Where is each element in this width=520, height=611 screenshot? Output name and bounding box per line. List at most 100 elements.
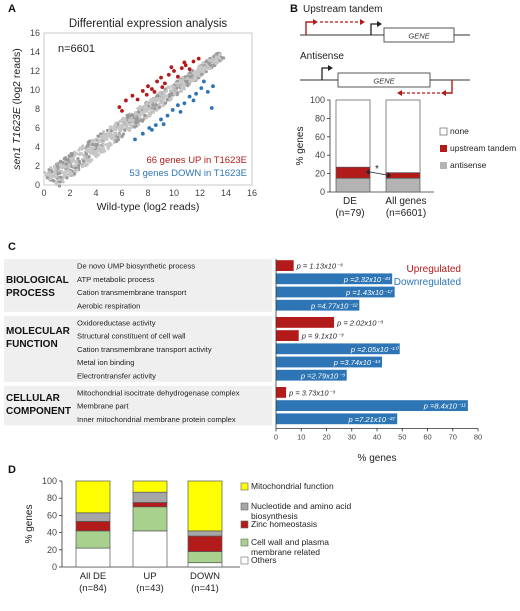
a-background-point (82, 153, 86, 157)
panel-a-letter: A (8, 3, 16, 15)
d-y-tick-label: 60 (47, 510, 57, 520)
c-term-label: Inner mitochondrial membrane protein com… (77, 415, 236, 424)
a-background-point (142, 107, 147, 111)
a-background-point (100, 150, 104, 154)
a-background-point (86, 147, 90, 151)
a-background-point (92, 145, 96, 149)
b-y-tick-label: 0 (320, 187, 325, 197)
a-data-point (159, 117, 163, 122)
c-term-label: Mitochondrial isocitrate dehydrogenase c… (77, 389, 240, 398)
a-data-point (161, 122, 166, 127)
a-background-point (134, 121, 138, 125)
a-background-point (109, 136, 113, 140)
a-background-point (131, 113, 135, 117)
a-y-tick-label: 14 (30, 47, 40, 57)
a-background-point (117, 126, 121, 130)
a-background-point (51, 179, 56, 183)
a-background-point (142, 109, 146, 114)
b-y-tick-label: 60 (315, 132, 325, 142)
a-data-point (199, 86, 204, 90)
d-legend-swatch (240, 556, 249, 565)
c-bar (276, 317, 335, 328)
a-background-point (188, 79, 192, 83)
a-background-point (66, 172, 70, 176)
legend-antisense-swatch (440, 162, 447, 169)
d-bar-n: (n=41) (191, 583, 219, 594)
schema-antisense-red-promoter (446, 80, 453, 94)
a-background-point (112, 128, 116, 132)
d-bar-segment (187, 562, 223, 568)
a-y-tick-label: 4 (35, 142, 40, 152)
a-background-point (194, 73, 198, 77)
a-background-point (198, 70, 202, 74)
panel-d-x-labels: All DE(n=84) UP(n=43) DOWN(n=41) (79, 571, 220, 594)
c-x-tick-label: 80 (474, 432, 482, 441)
c-x-tick-label: 50 (398, 432, 406, 441)
a-background-point (169, 98, 173, 102)
panel-c-group-backgrounds (4, 259, 272, 426)
c-x-tick-label: 70 (449, 432, 457, 441)
a-background-point (58, 171, 62, 175)
a-background-point (45, 176, 49, 180)
a-data-point (178, 109, 183, 114)
d-bar-segment (132, 491, 168, 503)
a-background-point (125, 122, 130, 126)
a-data-point (155, 79, 160, 84)
a-background-point (66, 158, 70, 162)
a-background-point (128, 122, 133, 126)
a-x-tick-label: 8 (145, 188, 150, 198)
a-background-point (55, 174, 59, 179)
a-background-point (139, 112, 143, 116)
a-data-point (191, 59, 196, 64)
a-background-point (204, 59, 208, 64)
b-bar-segment (385, 172, 421, 179)
d-bar-n: (n=43) (136, 583, 164, 594)
d-y-tick-label: 0 (52, 562, 57, 572)
schema-antisense-label: Antisense (300, 51, 344, 62)
a-data-point (209, 106, 214, 110)
panel-a-background-points (43, 51, 226, 188)
a-background-point (61, 180, 65, 184)
panel-c-x-axis-label: % genes (358, 453, 397, 464)
a-background-point (163, 101, 168, 105)
a-background-point (116, 138, 120, 142)
a-background-point (77, 159, 82, 164)
a-background-point (53, 166, 57, 170)
a-background-point (125, 114, 130, 119)
group-label-1-line1: BIOLOGICAL (6, 275, 69, 286)
a-background-point (67, 165, 71, 170)
a-background-point (179, 89, 183, 93)
panel-a-n-label: n=6601 (58, 43, 95, 55)
a-background-point (108, 141, 112, 145)
schema-antisense-gene-box (337, 72, 431, 88)
a-background-point (59, 175, 63, 179)
a-x-tick-label: 2 (67, 188, 72, 198)
a-x-tick-label: 14 (221, 188, 231, 198)
a-background-point (103, 137, 107, 141)
c-group-background (4, 259, 272, 312)
a-x-tick-label: 10 (169, 188, 179, 198)
panel-b-bar-1-name: DE (343, 196, 357, 207)
a-background-point (65, 176, 69, 180)
panel-d-letter: D (8, 464, 16, 476)
d-bar-segment (75, 480, 111, 514)
a-background-point (48, 177, 52, 181)
panel-d-chart: 0 20 40 60 80 100 % genes All DE(n=84) UP(n=43… (24, 476, 240, 594)
c-x-tick-label: 10 (297, 432, 305, 441)
a-background-point (209, 59, 214, 63)
a-background-point (67, 154, 71, 158)
d-bar-segment (132, 530, 168, 568)
group-label-2-line2: FUNCTION (6, 339, 58, 350)
c-term-label: ATP metabolic process (77, 275, 155, 284)
a-background-point (104, 143, 109, 147)
c-bar (276, 356, 383, 368)
panel-c-letter: C (8, 241, 16, 253)
c-term-label: Oxidoreductase activity (77, 319, 156, 328)
legend-upstream-tandem-label: upstream tandem (450, 143, 516, 153)
schema-antisense-red-transcript-arrowhead (397, 90, 402, 96)
a-background-point (152, 99, 157, 103)
a-background-point (72, 172, 77, 176)
a-background-point (63, 165, 67, 169)
c-bar (276, 343, 400, 355)
a-data-point (191, 98, 196, 103)
